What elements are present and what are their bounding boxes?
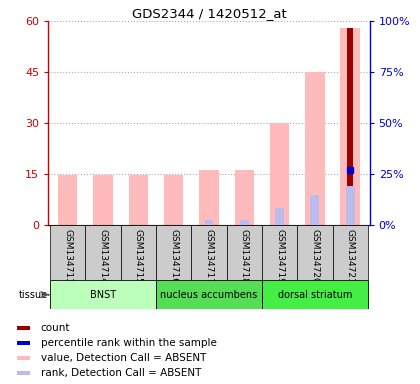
Bar [17,326,30,330]
Bar [17,341,30,345]
Text: GSM134714: GSM134714 [99,229,108,284]
Text: GSM134719: GSM134719 [275,229,284,284]
Bar [333,225,368,280]
Bar [85,225,121,280]
Text: GSM134718: GSM134718 [240,229,249,284]
Bar [297,225,333,280]
Bar [346,186,354,225]
Bar [205,220,213,225]
Bar [227,225,262,280]
Bar [191,225,227,280]
Bar [164,175,184,225]
Bar [58,175,77,225]
Bar [129,175,148,225]
Text: percentile rank within the sample: percentile rank within the sample [41,338,217,348]
Bar [50,280,156,309]
Bar [199,170,219,225]
Text: GSM134716: GSM134716 [169,229,178,284]
Text: GSM134715: GSM134715 [134,229,143,284]
Bar [121,225,156,280]
Text: GSM134720: GSM134720 [310,229,319,284]
Bar [234,170,254,225]
Bar [341,28,360,225]
Text: GSM134717: GSM134717 [205,229,213,284]
Bar [240,220,249,225]
Text: count: count [41,323,70,333]
Text: GSM134713: GSM134713 [63,229,72,284]
Bar [305,72,325,225]
Text: dorsal striatum: dorsal striatum [278,290,352,300]
Bar [156,225,191,280]
Bar [50,225,85,280]
Bar [270,123,289,225]
Bar [17,356,30,360]
Bar [310,195,319,225]
Bar [275,209,284,225]
Bar [347,28,353,225]
Bar [262,225,297,280]
Bar [93,175,113,225]
Text: GSM134721: GSM134721 [346,229,354,284]
Title: GDS2344 / 1420512_at: GDS2344 / 1420512_at [131,7,286,20]
Text: value, Detection Call = ABSENT: value, Detection Call = ABSENT [41,353,206,363]
Text: rank, Detection Call = ABSENT: rank, Detection Call = ABSENT [41,368,201,378]
Text: nucleus accumbens: nucleus accumbens [160,290,257,300]
Bar [17,371,30,375]
Text: BNST: BNST [90,290,116,300]
Bar [156,280,262,309]
Bar [262,280,368,309]
Text: tissue: tissue [18,290,47,300]
